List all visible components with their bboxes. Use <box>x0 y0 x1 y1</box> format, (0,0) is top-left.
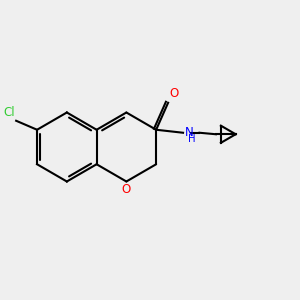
Text: H: H <box>188 134 195 144</box>
Text: N: N <box>184 126 193 139</box>
Text: O: O <box>122 183 131 196</box>
Text: Cl: Cl <box>3 106 15 119</box>
Text: O: O <box>169 87 178 100</box>
